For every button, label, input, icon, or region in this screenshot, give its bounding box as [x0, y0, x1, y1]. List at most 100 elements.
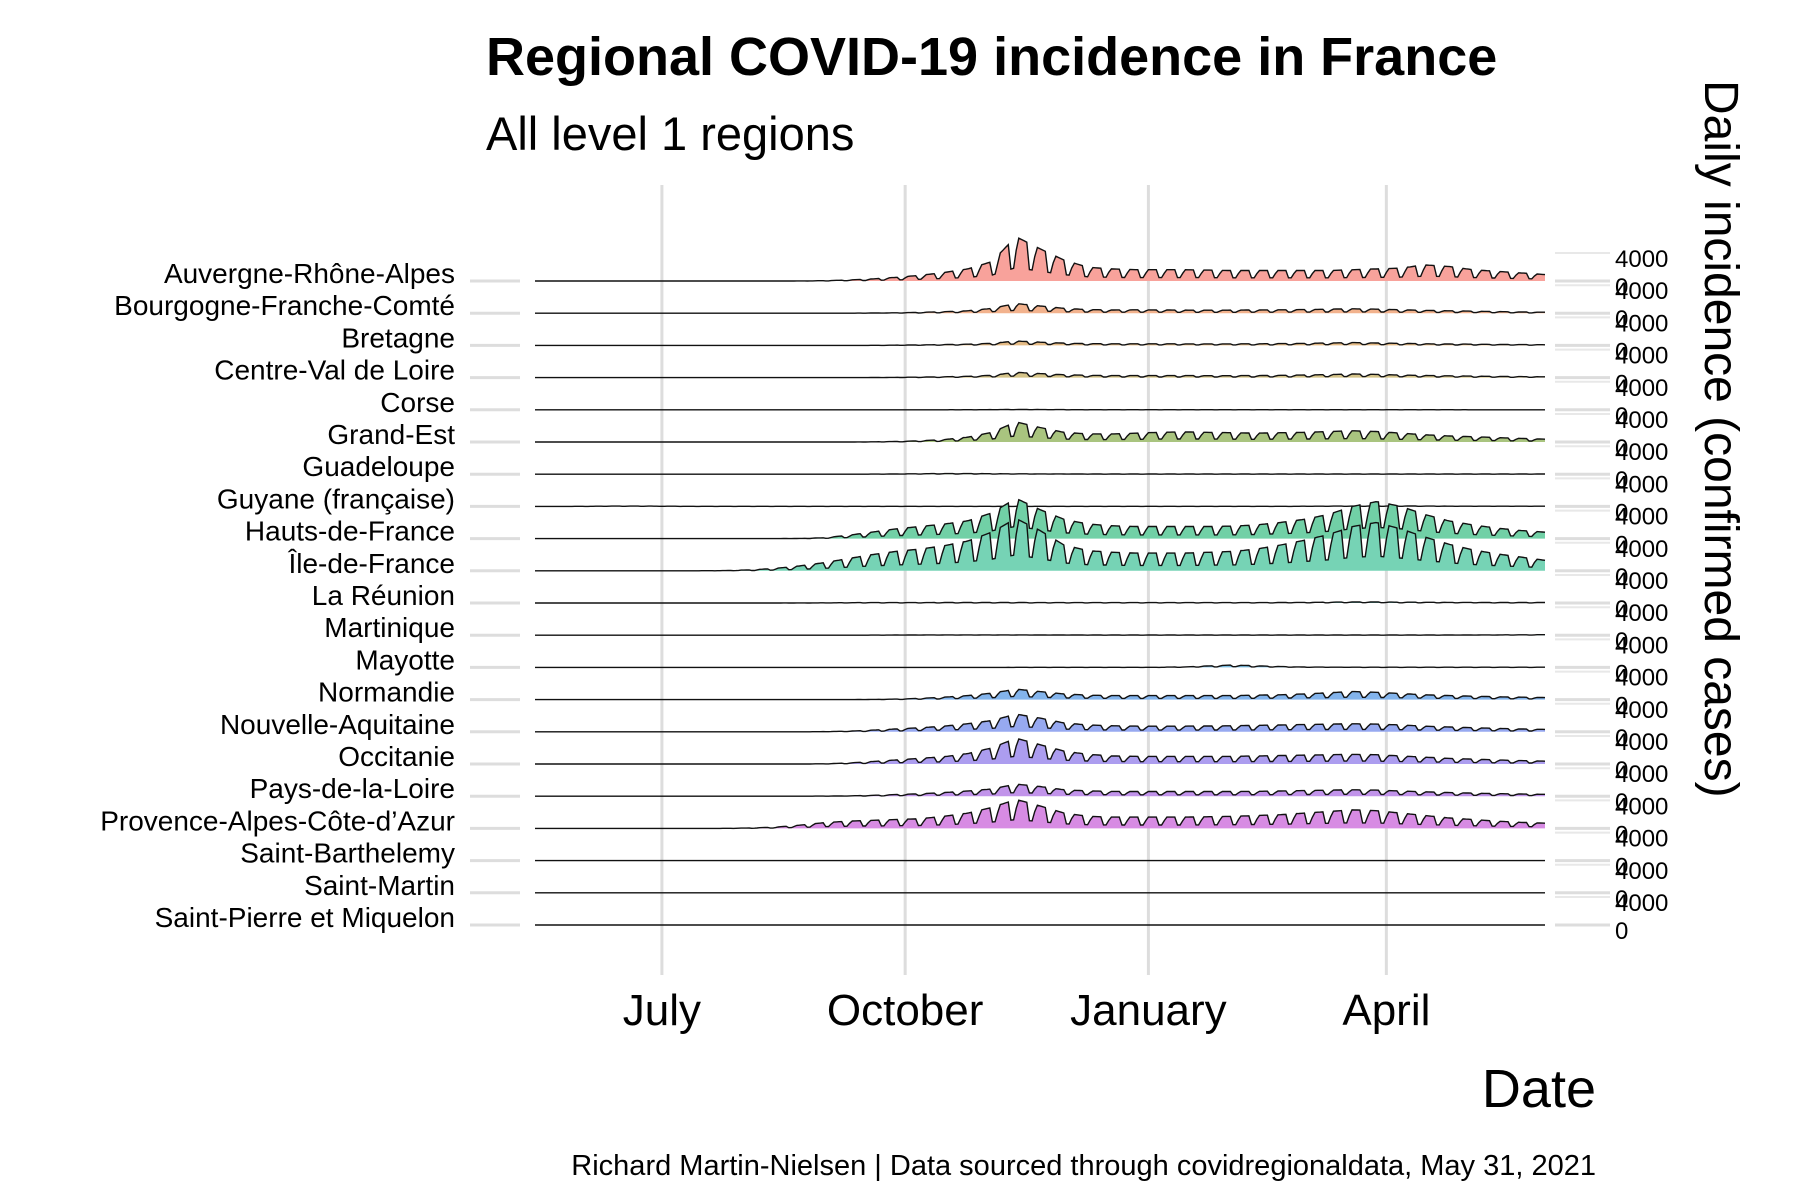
y-tick-label: 0 [1615, 886, 1628, 913]
ridge-line [535, 664, 1545, 669]
region-label: Guadeloupe [302, 451, 455, 482]
region-label: Grand-Est [327, 419, 455, 450]
y-tick-label: 0 [1615, 306, 1628, 333]
ridge-area [535, 739, 1545, 764]
y-tick-label: 4000 [1615, 343, 1668, 370]
region-label: Centre-Val de Loire [214, 355, 455, 386]
ridge-area [535, 238, 1545, 281]
ridges [535, 237, 1546, 926]
labels: July October January April Auvergne-Rhône-Al… [100, 246, 1668, 1035]
y-tick-label: 0 [1615, 596, 1628, 623]
ridge-area [535, 499, 1545, 539]
y-tick-label: 0 [1615, 628, 1628, 655]
y-tick-label: 4000 [1615, 439, 1668, 466]
chart-title: Regional COVID-19 incidence in France [486, 27, 1498, 87]
region-label: La Réunion [312, 580, 455, 611]
y-tick-label: 0 [1615, 532, 1628, 559]
ridge-line [535, 237, 1546, 282]
y-tick-label: 0 [1615, 918, 1628, 945]
region-label: Saint-Pierre et Miquelon [155, 902, 455, 933]
region-label: Normandie [318, 677, 455, 708]
y-tick-label: 4000 [1615, 504, 1668, 531]
y-tick-label: 0 [1615, 725, 1628, 752]
y-tick-label: 0 [1615, 467, 1628, 494]
ridge-line [535, 688, 1546, 701]
region-label: Auvergne-Rhône-Alpes [164, 258, 455, 289]
region-label: Corse [380, 387, 455, 418]
y-tick-label: 4000 [1615, 600, 1668, 627]
ridge-line [535, 799, 1546, 830]
y-tick-label: 4000 [1615, 375, 1668, 402]
y-tick-label: 4000 [1615, 890, 1668, 917]
region-label: Martinique [324, 612, 455, 643]
y-tick-label: 4000 [1615, 665, 1668, 692]
region-label: Mayotte [355, 644, 455, 675]
region-label: Hauts-de-France [245, 516, 455, 547]
ridge-line [535, 713, 1546, 733]
region-label: Guyane (française) [217, 483, 455, 514]
y-tick-label: 4000 [1615, 246, 1668, 273]
y-tick-label: 4000 [1615, 697, 1668, 724]
y-tick-label: 4000 [1615, 761, 1668, 788]
y-tick-label: 0 [1615, 660, 1628, 687]
region-label: Nouvelle-Aquitaine [220, 709, 455, 740]
ridge-area [535, 422, 1545, 442]
ridge-line [535, 518, 1546, 572]
y-tick-label: 4000 [1615, 310, 1668, 337]
ridge-line [535, 371, 1545, 379]
region-label: Saint-Martin [304, 870, 455, 901]
y-tick-label: 0 [1615, 371, 1628, 398]
y-tick-label: 4000 [1615, 632, 1668, 659]
y-tick-label: 0 [1615, 693, 1628, 720]
region-label: Bretagne [341, 322, 455, 353]
grid-lines [470, 185, 1610, 975]
ridge-line [535, 601, 1545, 604]
chart-subtitle: All level 1 regions [486, 107, 855, 160]
y-tick-label: 0 [1615, 435, 1628, 462]
y-tick-label: 4000 [1615, 858, 1668, 885]
x-tick-label: April [1342, 986, 1430, 1035]
ridge-area [535, 303, 1545, 314]
ridge-line [535, 498, 1546, 540]
region-label: Pays-de-la-Loire [250, 773, 455, 804]
ridge-line [535, 421, 1546, 443]
y-tick-label: 4000 [1615, 407, 1668, 434]
ridge-line [535, 472, 1545, 475]
ridge-line [535, 783, 1545, 797]
ridge-area [535, 800, 1545, 829]
ridge-area [535, 341, 1545, 346]
y-tick-label: 0 [1615, 499, 1628, 526]
y-tick-label: 4000 [1615, 729, 1668, 756]
ridge-line [535, 303, 1545, 314]
y-tick-label: 4000 [1615, 536, 1668, 563]
y-tick-label: 0 [1615, 274, 1628, 301]
region-label: Provence-Alpes-Côte-d’Azur [100, 805, 455, 836]
y-tick-label: 0 [1615, 757, 1628, 784]
y-tick-label: 0 [1615, 789, 1628, 816]
region-label: Bourgogne-Franche-Comté [114, 290, 455, 321]
y-tick-label: 4000 [1615, 471, 1668, 498]
x-tick-label: July [623, 986, 701, 1035]
region-label: Occitanie [338, 741, 455, 772]
y-tick-label: 4000 [1615, 568, 1668, 595]
ridge-area [535, 784, 1545, 797]
x-tick-label: January [1070, 986, 1227, 1035]
y-tick-label: 4000 [1615, 826, 1668, 853]
caption: Richard Martin-Nielsen | Data sourced th… [571, 1150, 1596, 1182]
ridge-line [535, 634, 1545, 636]
y-tick-label: 0 [1615, 403, 1628, 430]
y-tick-label: 0 [1615, 338, 1628, 365]
ridge-line [535, 340, 1546, 347]
ridge-line [535, 738, 1546, 765]
y-tick-label: 0 [1615, 564, 1628, 591]
region-label: Île-de-France [287, 548, 455, 579]
y-axis-title: Daily incidence (confirmed cases) [1694, 80, 1747, 798]
ridge-area [535, 372, 1545, 378]
ridge-area [535, 714, 1545, 732]
y-tick-label: 0 [1615, 821, 1628, 848]
y-tick-label: 0 [1615, 854, 1628, 881]
x-tick-label: October [827, 986, 984, 1035]
x-axis-title: Date [1481, 1059, 1596, 1119]
y-tick-label: 4000 [1615, 278, 1668, 305]
